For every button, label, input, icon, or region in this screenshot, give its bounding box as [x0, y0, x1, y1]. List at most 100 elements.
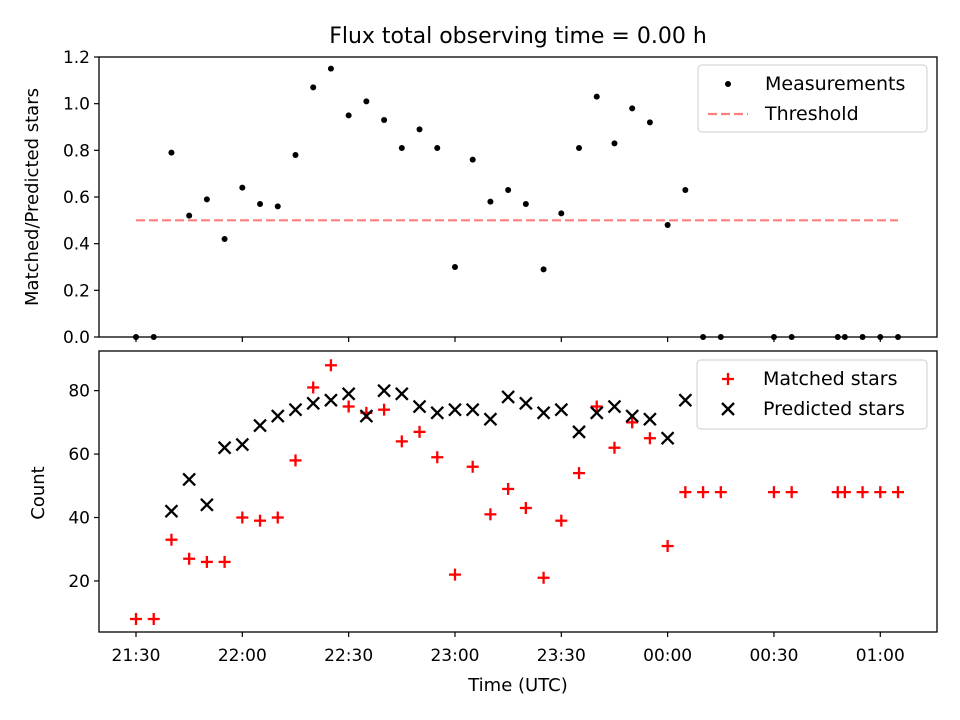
x-tick-label: 01:00 [856, 646, 905, 666]
top-y-tick-label: 0.8 [63, 141, 90, 161]
predicted-x-stroke-b [519, 396, 533, 411]
measurement-point [168, 149, 175, 156]
matched-star-point [413, 425, 426, 438]
matched-star-point [342, 400, 355, 413]
bottom-y-axis-label: Count [28, 466, 49, 519]
predicted-x-stroke-b [235, 437, 250, 452]
predicted-x-stroke-b [589, 406, 604, 420]
predicted-star-point [359, 409, 374, 423]
predicted-star-point [589, 406, 604, 420]
top-y-tick-label: 0.6 [63, 188, 90, 208]
top-legend-box [697, 64, 928, 133]
predicted-star-point [164, 504, 179, 518]
bottom-y-tick-label: 80 [68, 382, 90, 402]
predicted-x-stroke-b [377, 383, 391, 398]
matched-star-point [767, 486, 780, 499]
matched-star-point [324, 359, 337, 372]
predicted-star-point [678, 393, 693, 407]
matched-star-point [661, 540, 674, 553]
predicted-x-stroke-b [324, 393, 338, 407]
matched-star-point [679, 486, 692, 499]
predicted-x-stroke-b [678, 393, 693, 407]
measurement-point [540, 266, 547, 273]
bottom-y-tick-label: 20 [68, 572, 90, 592]
top-y-tick-label: 1.2 [63, 48, 90, 68]
predicted-x-stroke-b [182, 472, 196, 487]
measurement-point [629, 105, 636, 112]
star-count-points [130, 359, 904, 625]
bottom-y-tick-label: 60 [68, 445, 90, 465]
predicted-star-point [217, 440, 232, 455]
legend-threshold-label: Threshold [764, 103, 859, 125]
matched-star-point [378, 403, 391, 416]
predicted-star-point [253, 418, 267, 433]
predicted-star-point [395, 387, 409, 401]
matched-star-point [254, 514, 267, 527]
matched-star-point [838, 486, 851, 499]
matched-star-point [484, 508, 497, 521]
chart-title: Flux total observing time = 0.00 h [329, 24, 707, 49]
x-tick-label: 21:30 [112, 646, 161, 666]
predicted-x-stroke-b [430, 406, 445, 420]
matched-star-point [590, 400, 603, 413]
legend-x-marker [721, 402, 735, 416]
x-tick-label: 22:00 [218, 646, 267, 666]
measurement-point [646, 119, 653, 126]
predicted-star-point [607, 399, 622, 414]
legend-matched-label: Matched stars [763, 368, 897, 390]
predicted-x-stroke-b [270, 409, 285, 423]
predicted-star-point [430, 406, 445, 420]
predicted-star-point [483, 412, 498, 427]
measurement-point [203, 196, 210, 203]
predicted-x-stroke-b [448, 402, 462, 417]
x-tick-label: 00:30 [749, 646, 798, 666]
predicted-star-point [572, 425, 586, 439]
matched-star-point [874, 486, 887, 499]
predicted-star-point [501, 390, 515, 404]
measurement-point [345, 112, 352, 119]
legend-measurement-marker [725, 81, 731, 87]
predicted-star-point [306, 396, 321, 411]
matched-star-point [130, 612, 142, 625]
matched-star-point [714, 486, 727, 499]
measurement-point [363, 98, 370, 105]
x-axis-label: Time (UTC) [467, 675, 568, 696]
measurement-point [451, 264, 458, 270]
predicted-x-stroke-b [501, 390, 515, 404]
matched-star-point [555, 514, 568, 527]
matched-star-point [643, 432, 656, 445]
measurement-point [274, 203, 281, 210]
measurement-point [611, 140, 618, 147]
matched-star-point [218, 555, 231, 568]
matched-star-point [785, 486, 798, 499]
measurement-point [505, 187, 512, 193]
top-y-tick-label: 1.0 [63, 95, 90, 115]
predicted-x-stroke-b [288, 402, 303, 417]
matched-star-point [307, 381, 320, 394]
predicted-x-stroke-b [625, 409, 639, 423]
measurement-point [664, 222, 671, 228]
bottom-axis-ticks: 20 40 60 80 21:30 22:00 22:30 23:00 23:30 00:00 00… [68, 382, 904, 666]
measurement-point [522, 201, 529, 207]
measurement-point [398, 145, 405, 151]
x-tick-label: 23:00 [430, 646, 479, 666]
predicted-x-stroke-b [306, 396, 321, 411]
predicted-x-stroke-b [465, 402, 480, 417]
bottom-legend: Matched stars Predicted stars [696, 359, 928, 430]
matched-star-point [147, 612, 160, 625]
measurement-point [327, 65, 334, 72]
matched-star-point [200, 555, 213, 568]
measurement-point [186, 212, 193, 219]
predicted-x-stroke-b [341, 387, 356, 401]
predicted-star-point [341, 387, 356, 401]
matched-star-point [697, 486, 710, 499]
predicted-star-point [448, 402, 462, 417]
predicted-star-point [519, 396, 533, 411]
top-legend: Measurements Threshold [697, 64, 928, 133]
measurement-point [416, 126, 423, 133]
measurement-point [434, 145, 441, 151]
predicted-star-point [324, 393, 338, 407]
measurement-point [257, 201, 264, 207]
bottom-legend-box [696, 359, 928, 430]
